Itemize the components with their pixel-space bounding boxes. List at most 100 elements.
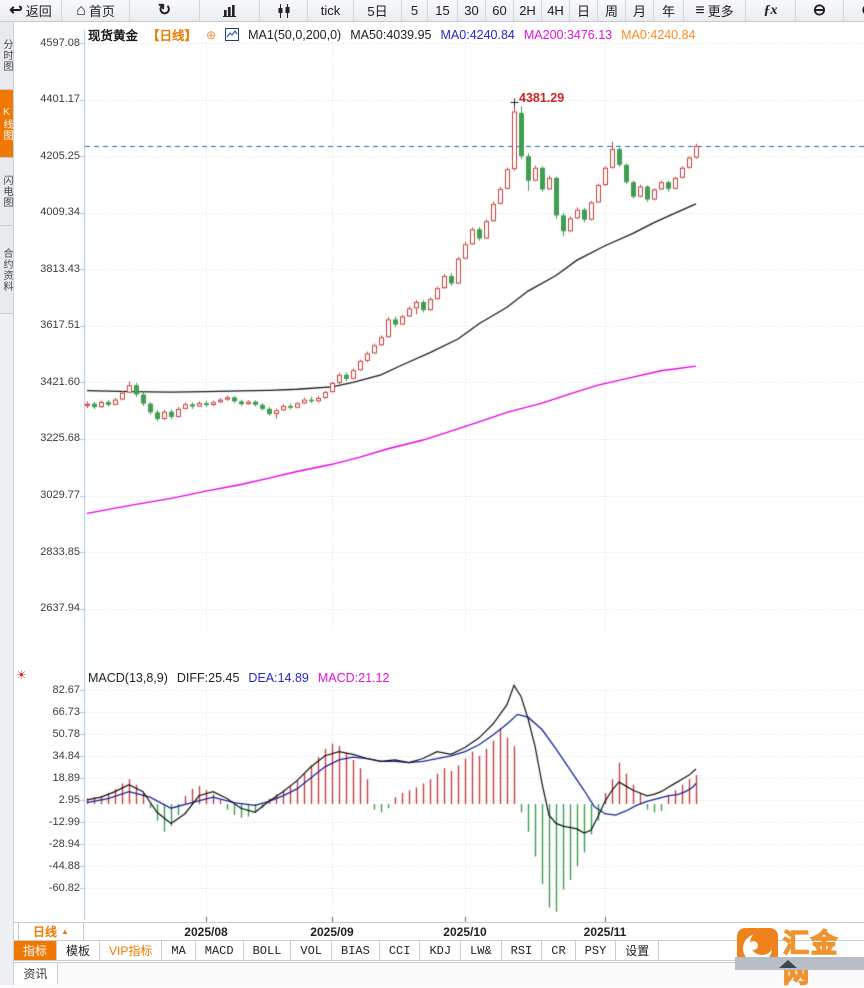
interval-year[interactable]: 年 bbox=[654, 0, 684, 21]
expand-icon[interactable]: ⊕ bbox=[206, 27, 217, 42]
interval-4h[interactable]: 4H bbox=[542, 0, 570, 21]
candlestick-button[interactable] bbox=[260, 0, 308, 21]
news-tab[interactable]: 资讯 bbox=[14, 963, 58, 984]
interval-day[interactable]: 日 bbox=[570, 0, 598, 21]
tab-settings[interactable]: 设置 bbox=[616, 941, 660, 960]
macd-header: MACD(13,8,9) DIFF:25.45 DEA:14.89 MACD:2… bbox=[88, 671, 389, 685]
interval-week[interactable]: 周 bbox=[598, 0, 626, 21]
interval-60[interactable]: 60 bbox=[486, 0, 514, 21]
interval-month[interactable]: 月 bbox=[626, 0, 654, 21]
price-axis-label: 4597.08 bbox=[40, 36, 80, 49]
tab-vip-indicator[interactable]: VIP指标 bbox=[100, 941, 163, 960]
interval-15[interactable]: 15 bbox=[428, 0, 458, 21]
interval-tick-label: tick bbox=[320, 3, 341, 18]
logo-text: 汇金网 bbox=[782, 927, 840, 988]
chart-box-icon[interactable] bbox=[225, 28, 240, 41]
dea-value: DEA:14.89 bbox=[248, 671, 309, 685]
home-icon: ⌂ bbox=[76, 1, 86, 19]
more-button[interactable]: ≡ 更多 bbox=[684, 0, 746, 21]
macd-axis-label: -28.94 bbox=[48, 837, 80, 850]
sidebar-item-kline-chart[interactable]: K线图 bbox=[0, 90, 13, 158]
back-icon: ↩ bbox=[9, 1, 23, 19]
tab-boll[interactable]: BOLL bbox=[244, 941, 292, 960]
candlestick-icon bbox=[277, 3, 291, 18]
chart-type-sidebar: 分时图 K线图 闪电图 合约资料 bbox=[0, 22, 14, 985]
interval-5[interactable]: 5 bbox=[402, 0, 428, 21]
interval-30[interactable]: 30 bbox=[458, 0, 486, 21]
price-axis-label: 3029.77 bbox=[40, 489, 80, 502]
price-axis-label: 4205.25 bbox=[40, 149, 80, 162]
sidebar-item-time-chart[interactable]: 分时图 bbox=[0, 22, 13, 90]
up-triangle-icon: ▲ bbox=[61, 927, 69, 936]
sidebar-item-contract-info[interactable]: 合约资料 bbox=[0, 226, 13, 314]
interval-60-label: 60 bbox=[492, 3, 507, 18]
tab-ma[interactable]: MA bbox=[162, 941, 196, 960]
fx-button[interactable]: ƒx bbox=[746, 0, 796, 21]
tab-cci[interactable]: CCI bbox=[380, 941, 421, 960]
interval-5day-label: 5日 bbox=[367, 4, 388, 19]
macd-params-label: MACD(13,8,9) bbox=[88, 671, 168, 685]
back-button-label: 返回 bbox=[25, 4, 52, 19]
tab-template[interactable]: 模板 bbox=[57, 941, 101, 960]
macd-axis-label: 50.78 bbox=[52, 727, 80, 740]
x-axis-month-label: 2025/09 bbox=[310, 925, 354, 939]
price-axis-label: 2833.85 bbox=[40, 545, 80, 558]
tab-cr[interactable]: CR bbox=[542, 941, 576, 960]
x-axis-month-label: 2025/11 bbox=[583, 925, 627, 939]
price-axis-label: 4009.34 bbox=[40, 206, 80, 219]
home-button[interactable]: ⌂ 首页 bbox=[62, 0, 130, 21]
interval-15-label: 15 bbox=[435, 3, 450, 18]
macd-axis-label: -60.82 bbox=[48, 881, 80, 894]
interval-month-label: 月 bbox=[632, 4, 646, 19]
tab-vol[interactable]: VOL bbox=[291, 941, 333, 960]
interval-5day[interactable]: 5日 bbox=[354, 0, 402, 21]
tab-bias[interactable]: BIAS bbox=[332, 941, 380, 960]
diff-value: DIFF:25.45 bbox=[176, 671, 240, 685]
peak-price-annotation: 4381.29 bbox=[519, 91, 565, 106]
interval-tick[interactable]: tick bbox=[308, 0, 354, 21]
macd-axis-label: 2.95 bbox=[58, 793, 80, 806]
ma0-orange-value: MA0:4240.84 bbox=[621, 27, 696, 42]
macd-value: MACD:21.12 bbox=[317, 671, 390, 685]
tab-lw[interactable]: LW& bbox=[461, 941, 502, 960]
interval-week-label: 周 bbox=[604, 4, 618, 19]
price-axis-label: 3617.51 bbox=[40, 319, 80, 332]
horizontal-scrollbar[interactable] bbox=[735, 957, 864, 970]
interval-5-label: 5 bbox=[410, 3, 419, 18]
macd-axis-label: 34.84 bbox=[52, 749, 80, 762]
tab-indicator[interactable]: 指标 bbox=[14, 941, 58, 960]
macd-axis-label: 66.73 bbox=[52, 705, 80, 718]
macd-axis-label: -44.88 bbox=[48, 859, 80, 872]
macd-axis-label: 82.67 bbox=[52, 683, 80, 696]
more-button-label: 更多 bbox=[707, 4, 734, 19]
symbol-title: 现货黄金 bbox=[88, 29, 139, 43]
zoom-out-button[interactable]: ⊖ bbox=[796, 0, 844, 21]
sidebar-item-lightning-chart[interactable]: 闪电图 bbox=[0, 158, 13, 226]
bar-chart-button[interactable] bbox=[200, 0, 260, 21]
interval-30-label: 30 bbox=[464, 3, 479, 18]
period-selector[interactable]: 日线 ▲ bbox=[18, 922, 84, 941]
tab-psy[interactable]: PSY bbox=[576, 941, 617, 960]
interval-day-label: 日 bbox=[576, 4, 590, 19]
scrollbar-up-arrow[interactable] bbox=[779, 960, 797, 968]
refresh-button[interactable]: ↻ bbox=[130, 0, 200, 21]
tab-rsi[interactable]: RSI bbox=[502, 941, 543, 960]
tab-macd[interactable]: MACD bbox=[196, 941, 244, 960]
ma200-value: MA200:3476.13 bbox=[523, 27, 613, 42]
tab-kdj[interactable]: KDJ bbox=[420, 941, 462, 960]
sun-icon[interactable]: ☀ bbox=[16, 668, 27, 682]
timeframe-label: 【日线】 bbox=[147, 29, 198, 43]
price-axis-label: 3225.68 bbox=[40, 432, 80, 445]
zoom-in-button[interactable]: ⊕ bbox=[844, 0, 864, 21]
ma0-blue-value: MA0:4240.84 bbox=[440, 27, 515, 42]
interval-2h[interactable]: 2H bbox=[514, 0, 542, 21]
period-selector-label: 日线 bbox=[33, 925, 58, 939]
x-axis-month-label: 2025/10 bbox=[443, 925, 487, 939]
back-button[interactable]: ↩ 返回 bbox=[0, 0, 62, 21]
bottom-bar bbox=[14, 962, 864, 985]
fx-icon: ƒx bbox=[763, 2, 778, 18]
indicator-tab-bar: 指标 模板 VIP指标 MA MACD BOLL VOL BIAS CCI KDJ LW& RSI CR… bbox=[14, 941, 864, 961]
